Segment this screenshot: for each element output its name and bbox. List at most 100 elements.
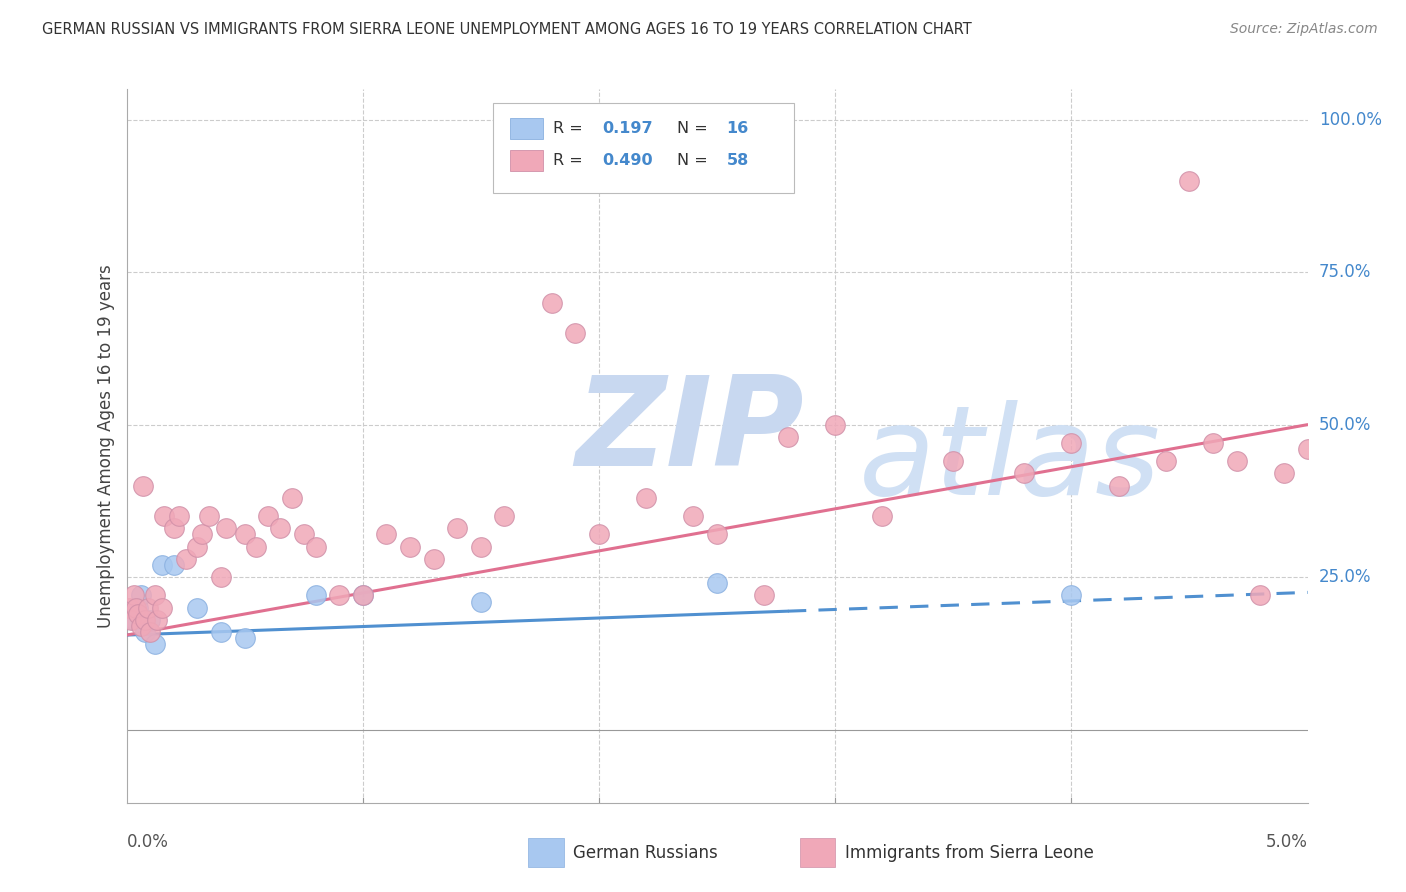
Point (233, 527, 256, 541)
Text: N =: N = (676, 121, 707, 136)
Point (352, 589, 374, 603)
FancyBboxPatch shape (800, 838, 835, 867)
Point (163, 558, 186, 572)
Point (706, 576, 728, 591)
Point (150, 600, 173, 615)
Point (588, 527, 610, 541)
Point (470, 540, 492, 554)
Text: 100.0%: 100.0% (1319, 111, 1382, 128)
Text: 0.197: 0.197 (603, 121, 654, 136)
Point (122, 589, 145, 603)
Point (328, 589, 350, 603)
Point (304, 589, 326, 603)
Point (209, 625, 232, 640)
Point (245, 540, 267, 554)
Point (174, 551, 197, 566)
Point (186, 600, 208, 615)
Point (125, 600, 148, 615)
Point (540, 295, 562, 310)
Text: 5.0%: 5.0% (1265, 833, 1308, 851)
Point (146, 613, 169, 627)
Point (127, 607, 149, 621)
Text: R =: R = (553, 153, 582, 168)
Text: R =: R = (553, 121, 582, 136)
Point (269, 521, 291, 535)
Point (706, 527, 728, 541)
Point (352, 589, 374, 603)
Point (134, 613, 156, 627)
Point (129, 619, 152, 633)
Point (1178, 174, 1201, 188)
Point (136, 600, 159, 615)
Point (134, 625, 156, 640)
Point (167, 509, 190, 524)
Point (209, 570, 232, 584)
Point (127, 600, 149, 615)
Point (776, 430, 799, 444)
Text: 58: 58 (727, 153, 749, 168)
Text: 16: 16 (727, 121, 749, 136)
Point (122, 613, 145, 627)
Point (1012, 467, 1035, 481)
Point (872, 509, 894, 524)
Point (375, 527, 398, 541)
Point (1249, 589, 1271, 603)
FancyBboxPatch shape (529, 838, 564, 867)
FancyBboxPatch shape (510, 150, 544, 171)
Point (150, 558, 173, 572)
Point (186, 540, 208, 554)
Point (129, 589, 152, 603)
Y-axis label: Unemployment Among Ages 16 to 19 years: Unemployment Among Ages 16 to 19 years (97, 264, 115, 628)
Point (1202, 436, 1225, 450)
Point (215, 521, 238, 535)
Point (1226, 454, 1249, 468)
FancyBboxPatch shape (492, 103, 794, 193)
Text: 25.0%: 25.0% (1319, 568, 1371, 586)
Point (233, 631, 256, 645)
Text: atlas: atlas (859, 400, 1161, 521)
Point (143, 589, 166, 603)
Point (281, 491, 304, 505)
Point (163, 521, 186, 535)
Point (824, 417, 846, 432)
Point (942, 454, 965, 468)
Text: N =: N = (676, 153, 707, 168)
Point (494, 509, 516, 524)
Text: 0.0%: 0.0% (127, 833, 169, 851)
Point (304, 540, 326, 554)
Point (191, 527, 214, 541)
Point (636, 491, 658, 505)
Point (1060, 589, 1083, 603)
Point (143, 637, 166, 651)
Point (198, 509, 221, 524)
Text: Immigrants from Sierra Leone: Immigrants from Sierra Leone (845, 844, 1094, 862)
Text: 0.490: 0.490 (603, 153, 654, 168)
Point (1296, 442, 1319, 456)
Point (292, 527, 315, 541)
Point (564, 326, 586, 341)
Point (153, 509, 176, 524)
Point (446, 521, 468, 535)
Text: 75.0%: 75.0% (1319, 263, 1371, 281)
Point (1060, 436, 1083, 450)
Point (1108, 478, 1130, 492)
Text: Source: ZipAtlas.com: Source: ZipAtlas.com (1230, 22, 1378, 37)
Point (118, 600, 141, 615)
Point (120, 613, 142, 627)
Point (1154, 454, 1177, 468)
Point (399, 540, 422, 554)
Point (139, 625, 162, 640)
Point (754, 589, 776, 603)
Point (422, 551, 444, 566)
Text: ZIP: ZIP (575, 371, 804, 492)
Point (139, 613, 162, 627)
Point (132, 478, 155, 492)
Point (470, 594, 492, 608)
Point (257, 509, 280, 524)
Text: German Russians: German Russians (574, 844, 717, 862)
Point (1272, 467, 1295, 481)
Point (682, 509, 704, 524)
FancyBboxPatch shape (510, 118, 544, 139)
Text: 50.0%: 50.0% (1319, 416, 1371, 434)
Text: GERMAN RUSSIAN VS IMMIGRANTS FROM SIERRA LEONE UNEMPLOYMENT AMONG AGES 16 TO 19 : GERMAN RUSSIAN VS IMMIGRANTS FROM SIERRA… (42, 22, 972, 37)
